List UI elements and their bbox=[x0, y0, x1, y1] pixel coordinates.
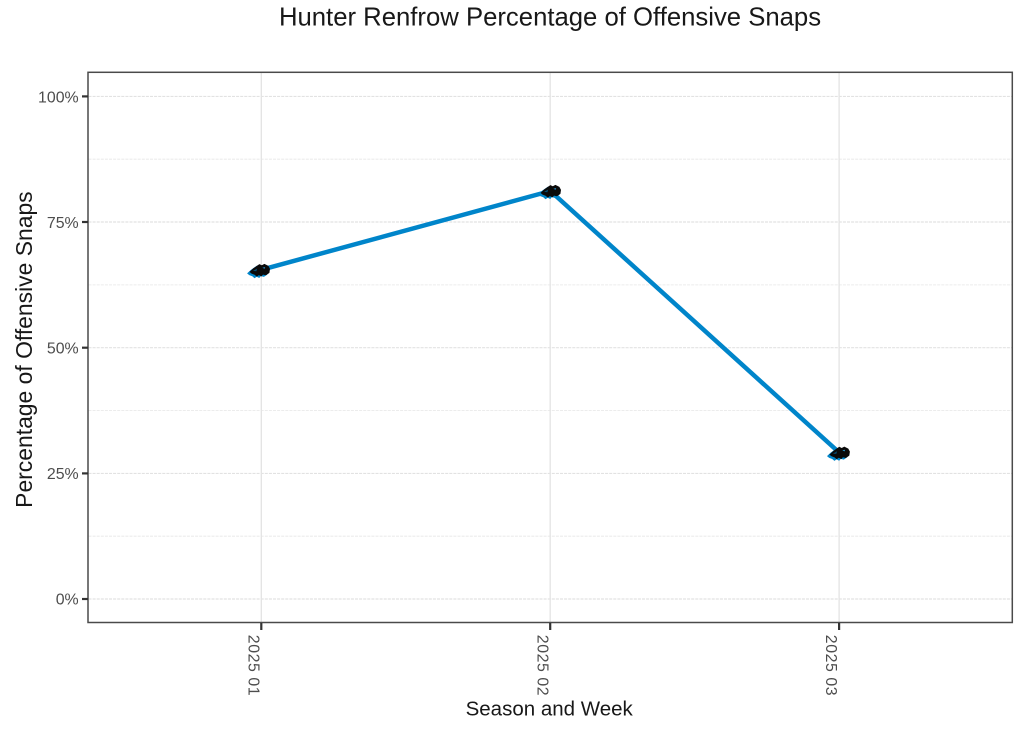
svg-text:50%: 50% bbox=[47, 340, 79, 357]
svg-text:100%: 100% bbox=[38, 90, 79, 107]
svg-text:2025 03: 2025 03 bbox=[822, 635, 839, 696]
svg-text:2025 02: 2025 02 bbox=[533, 635, 550, 696]
svg-text:Season and Week: Season and Week bbox=[466, 698, 634, 721]
svg-text:0%: 0% bbox=[56, 592, 79, 609]
svg-text:Percentage of Offensive Snaps: Percentage of Offensive Snaps bbox=[11, 191, 37, 507]
svg-text:25%: 25% bbox=[47, 466, 79, 483]
svg-text:2025 01: 2025 01 bbox=[244, 635, 261, 696]
svg-text:Hunter Renfrow Percentage of O: Hunter Renfrow Percentage of Offensive S… bbox=[279, 4, 821, 32]
svg-text:75%: 75% bbox=[47, 215, 79, 232]
